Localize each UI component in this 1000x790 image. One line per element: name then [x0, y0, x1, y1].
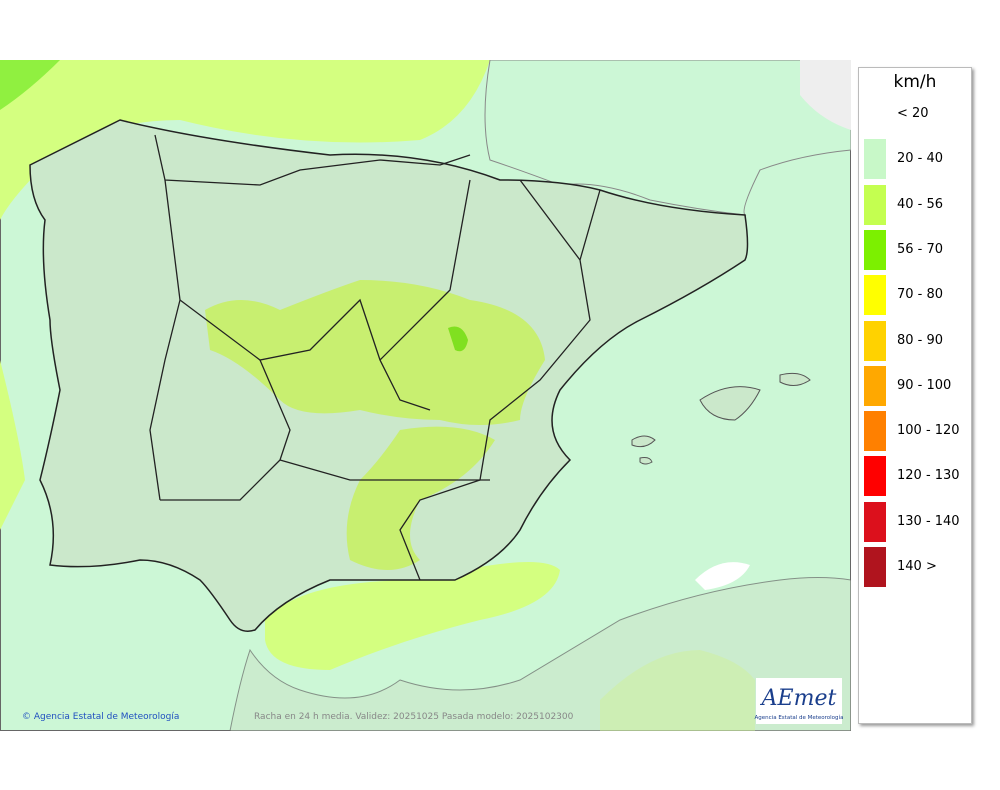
legend-label: 90 - 100 — [897, 377, 952, 393]
legend-label: 70 - 80 — [897, 287, 944, 303]
legend-item: 40 - 56 — [864, 184, 970, 225]
legend-label: 120 - 130 — [897, 468, 960, 484]
island — [631, 435, 656, 448]
island — [779, 372, 811, 386]
legend-item: 100 - 120 — [864, 411, 970, 452]
legend-label: 140 > — [897, 559, 937, 574]
wind-zone — [346, 426, 495, 570]
legend-item: < 20 — [864, 94, 970, 134]
legend-label: 100 - 120 — [897, 423, 960, 439]
caption: Racha en 24 h media. Validez: 20251025 P… — [254, 712, 574, 722]
legend-swatch — [864, 547, 886, 587]
legend-item: 130 - 140 — [864, 501, 970, 542]
legend-label: < 20 — [897, 106, 929, 121]
wind-zone — [205, 280, 545, 425]
legend-title: km/h — [893, 72, 937, 92]
legend-swatch — [864, 411, 886, 452]
logo-subtitle: Agencia Estatal de Meteorología — [755, 714, 844, 721]
legend-swatch — [864, 139, 886, 180]
legend-swatch — [864, 275, 886, 316]
legend-item: 120 - 130 — [864, 456, 970, 497]
legend-label: 80 - 90 — [897, 332, 944, 348]
legend-swatch — [864, 320, 886, 361]
region-borders — [149, 134, 601, 581]
legend-item: 20 - 40 — [864, 139, 970, 180]
legend-item: 90 - 100 — [864, 365, 970, 406]
wind-zone — [265, 562, 560, 670]
legend-label: 40 - 56 — [897, 196, 944, 212]
legend-item: 70 - 80 — [864, 275, 970, 316]
wind-zone — [0, 60, 490, 220]
legend-swatch — [864, 456, 886, 497]
no-data — [695, 562, 750, 590]
legend-item: 56 - 70 — [864, 229, 970, 270]
legend-label: 20 - 40 — [897, 151, 944, 167]
logo-box — [756, 678, 842, 724]
legend-item: 140 > — [864, 547, 970, 587]
wind-zone — [0, 60, 60, 110]
island — [639, 457, 653, 465]
legend-swatch — [864, 365, 886, 406]
legend-swatch — [864, 229, 886, 270]
legend: km/h < 20 20 - 40 40 - 56 56 - 70 70 - 80 80 … — [858, 67, 972, 724]
france — [484, 60, 851, 216]
wind-zone — [448, 326, 468, 352]
legend-label: 56 - 70 — [897, 241, 944, 257]
legend-swatch — [864, 501, 886, 542]
logo-name: AEmet — [760, 686, 837, 711]
credit: © Agencia Estatal de Meteorología — [22, 712, 180, 722]
wind-zone — [0, 360, 25, 530]
legend-item: 80 - 90 — [864, 320, 970, 361]
island — [699, 386, 761, 421]
legend-label: 130 - 140 — [897, 513, 960, 529]
legend-swatch — [864, 184, 886, 225]
map: AEmet Agencia Estatal de Meteorología — [0, 60, 851, 731]
no-data — [800, 60, 851, 130]
africa — [229, 577, 851, 731]
